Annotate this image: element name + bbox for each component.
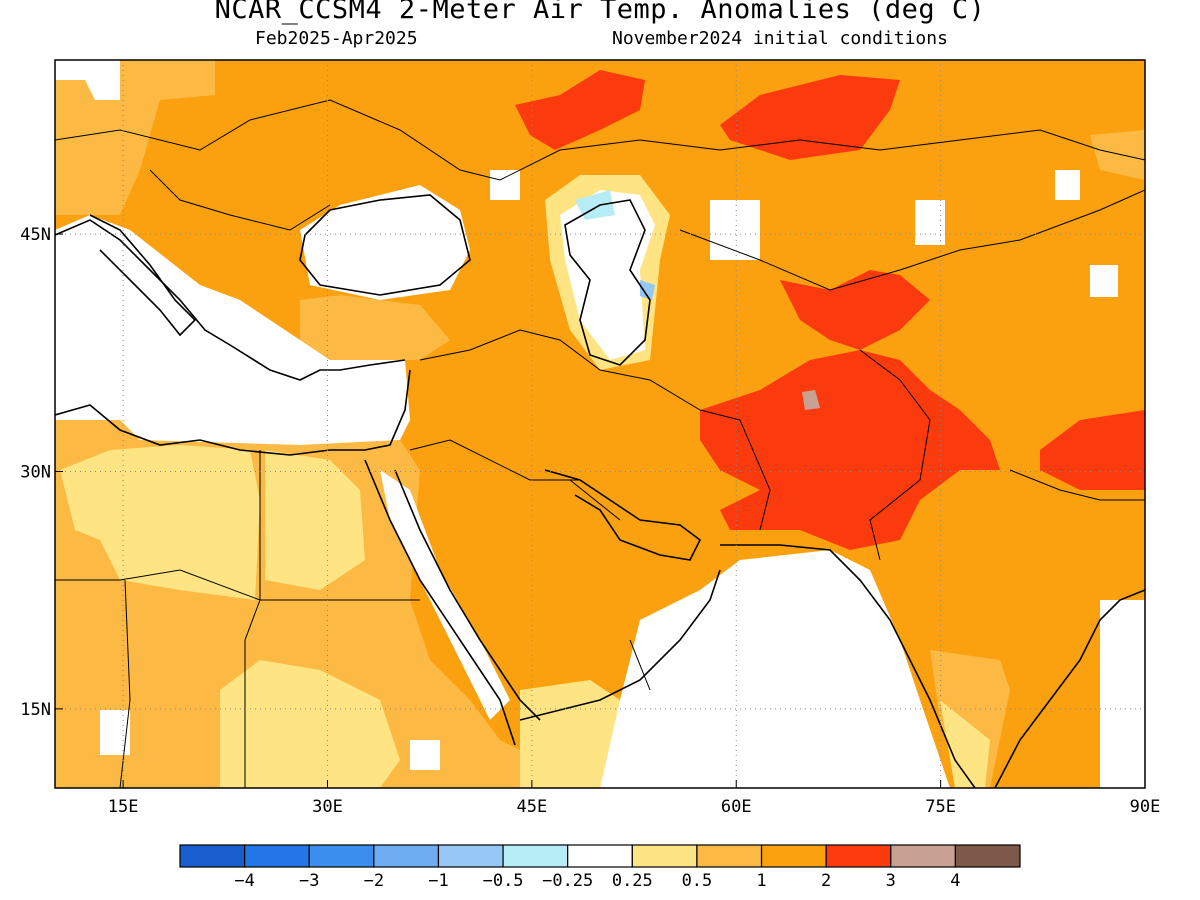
- lon-tick-label: 90E: [1130, 797, 1161, 817]
- lon-tick-label: 30E: [312, 797, 343, 817]
- coastline-caspian: [564, 199, 651, 366]
- lon-tick-label: 45E: [517, 797, 548, 817]
- anomaly-region-0.25-0.5-egypt: [265, 450, 365, 590]
- map-title: NCAR_CCSM4 2-Meter Air Temp. Anomalies (…: [214, 0, 986, 25]
- colorbar-label: 3: [886, 871, 896, 891]
- anomaly-region-0.5-1-tibet: [1090, 130, 1145, 180]
- data-gap: [1090, 265, 1118, 297]
- lon-tick-label: 75E: [925, 797, 956, 817]
- colorbar-bin: [696, 844, 763, 868]
- colorbar-label: −0.25: [542, 871, 593, 891]
- anomaly-region-2-3-afghanistan: [700, 350, 1000, 550]
- lon-tick-label: 15E: [108, 797, 139, 817]
- colorbar-label: 0.5: [682, 871, 713, 891]
- colorbar-bin: [760, 844, 827, 868]
- anomaly-region-near-zero-blacksea: [300, 185, 470, 300]
- country-borders: [55, 99, 1145, 788]
- lat-tick-label: 30N: [20, 462, 51, 482]
- anomaly-region-3-4: [802, 390, 820, 410]
- data-gap-bay-of-bengal: [1100, 600, 1145, 788]
- colorbar-label: −2: [364, 871, 384, 891]
- coastline-red-sea-east: [394, 469, 541, 721]
- anomaly-region-0.5-1-anatolia: [300, 295, 450, 360]
- anomaly-region-0.25-0.5-sudan: [220, 660, 400, 788]
- anomaly-region-near-zero-arabian-sea: [600, 550, 950, 788]
- anomaly-region-2-3-russia-east: [720, 75, 900, 160]
- colorbar-bin: [437, 844, 504, 868]
- anomaly-region-near-zero-mediterranean: [55, 215, 410, 445]
- data-gap: [490, 170, 520, 200]
- colorbar-label: 0.25: [612, 871, 653, 891]
- data-gap: [1055, 170, 1080, 200]
- colorbar-bin: [373, 844, 440, 868]
- coastline-india-west: [720, 544, 976, 788]
- anomaly-region-near-zero-caspian: [560, 190, 655, 360]
- anomaly-region-neg-0.25-east: [640, 280, 655, 300]
- anomaly-region-0.25-0.5-mideast: [520, 680, 620, 788]
- colorbar-bin: [631, 844, 698, 868]
- coastline-black-sea: [299, 194, 471, 296]
- colorbar: −4 −3 −2 −1 −0.5 −0.25 0.25 0.5 1 2 3 4: [179, 844, 1021, 891]
- colorbar-label: 1: [756, 871, 766, 891]
- colorbar-label: 4: [950, 871, 960, 891]
- anomaly-region-2-3-tibet: [1040, 410, 1145, 490]
- colorbar-label: −4: [234, 871, 254, 891]
- anomaly-region-0.25-0.5-sahara: [60, 445, 260, 600]
- plot-frame: [54, 59, 1146, 789]
- longitude-axis: 15E 30E 45E 60E 75E 90E: [108, 780, 1161, 817]
- lat-tick-label: 15N: [20, 700, 51, 720]
- coastline-mediterranean-south: [55, 369, 411, 456]
- forecast-period: Feb2025-Apr2025: [255, 28, 418, 49]
- gridlines: [55, 60, 1145, 788]
- coastline-india-east: [994, 589, 1145, 788]
- colorbar-label: −3: [299, 871, 319, 891]
- data-gap: [710, 200, 760, 260]
- lat-tick-label: 45N: [20, 225, 51, 245]
- coastline-red-sea: [364, 459, 516, 746]
- colorbar-bin: [308, 844, 375, 868]
- anomaly-region-2-3-russia-west: [515, 70, 645, 150]
- colorbar-bin: [567, 844, 633, 868]
- colorbar-bin: [825, 844, 892, 868]
- coastline-mediterranean-north: [55, 219, 406, 381]
- lon-tick-label: 60E: [721, 797, 752, 817]
- anomaly-region-neg-0.25: [575, 190, 615, 220]
- colorbar-bin: [179, 844, 246, 868]
- coastline-persian-gulf: [544, 469, 702, 561]
- anomaly-region-0.25-0.5-peninsula: [940, 700, 990, 788]
- colorbar-label: −1: [428, 871, 448, 891]
- anomaly-region-2-3-central-asia: [780, 270, 930, 350]
- initial-conditions: November2024 initial conditions: [612, 28, 948, 49]
- colorbar-label: 2: [821, 871, 831, 891]
- anomaly-region-near-zero-redsea: [380, 470, 510, 720]
- colorbar-bin: [954, 844, 1021, 868]
- data-gap: [100, 710, 130, 755]
- coastline-arabia-south: [519, 569, 721, 721]
- anomaly-region-near-zero-northwest: [55, 60, 120, 100]
- data-gap: [915, 200, 945, 245]
- colorbar-bin: [244, 844, 310, 868]
- anomaly-field: [55, 60, 1145, 788]
- colorbar-label: −0.5: [483, 871, 524, 891]
- coastlines: [55, 194, 1145, 788]
- latitude-axis: 45N 30N 15N: [20, 225, 63, 720]
- colorbar-bin: [502, 844, 569, 868]
- data-gap: [410, 740, 440, 770]
- colorbar-bin: [890, 844, 956, 868]
- coastline-italy: [89, 214, 197, 337]
